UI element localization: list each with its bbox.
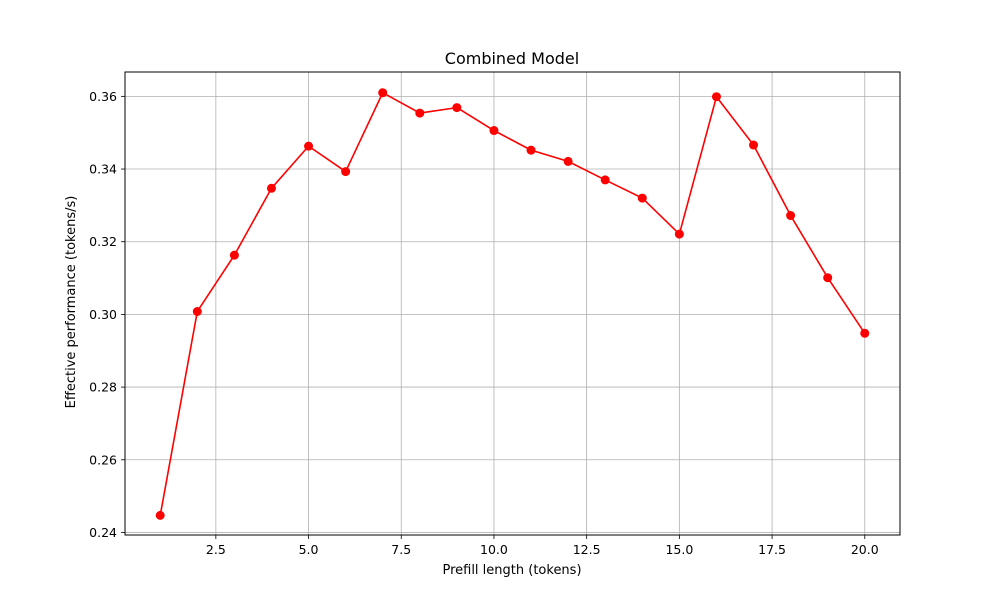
x-tick-label: 2.5 bbox=[206, 542, 226, 557]
x-tick-label: 10.0 bbox=[480, 542, 508, 557]
y-tick-label: 0.34 bbox=[89, 162, 117, 177]
x-tick-label: 17.5 bbox=[758, 542, 786, 557]
y-tick-label: 0.24 bbox=[89, 525, 117, 540]
axis-ticks: 2.5 5.0 7.5 10.0 12.5 15.0 17.5 20.0 0.24 0.26 0.2… bbox=[89, 89, 879, 557]
x-tick-label: 15.0 bbox=[665, 542, 693, 557]
data-point bbox=[341, 167, 351, 177]
series-line bbox=[159, 91, 866, 516]
plot-frame bbox=[124, 71, 901, 536]
data-point bbox=[563, 156, 573, 166]
x-tick-label: 5.0 bbox=[299, 542, 319, 557]
data-point bbox=[155, 510, 165, 520]
data-point bbox=[749, 140, 759, 150]
data-point bbox=[229, 250, 239, 260]
data-point bbox=[489, 126, 499, 136]
data-point bbox=[711, 92, 721, 102]
data-point bbox=[452, 103, 462, 113]
data-point bbox=[786, 211, 796, 221]
y-tick-label: 0.30 bbox=[89, 307, 117, 322]
x-axis-label: Prefill length (tokens) bbox=[442, 563, 581, 578]
data-point bbox=[600, 175, 610, 185]
data-point bbox=[304, 141, 314, 151]
x-tick-label: 7.5 bbox=[391, 542, 411, 557]
data-series bbox=[155, 88, 870, 520]
data-point bbox=[823, 273, 833, 283]
data-point bbox=[674, 229, 684, 239]
data-point bbox=[860, 328, 870, 338]
y-tick-label: 0.32 bbox=[89, 234, 117, 249]
data-point bbox=[526, 145, 536, 155]
chart-title: Combined Model bbox=[445, 49, 579, 68]
y-axis-label: Effective performance (tokens/s) bbox=[64, 196, 79, 409]
data-point bbox=[378, 88, 388, 98]
data-point bbox=[637, 193, 647, 203]
y-tick-label: 0.36 bbox=[89, 89, 117, 104]
x-tick-label: 12.5 bbox=[573, 542, 601, 557]
data-point bbox=[266, 183, 276, 193]
y-tick-label: 0.28 bbox=[89, 380, 117, 395]
y-tick-label: 0.26 bbox=[89, 452, 117, 467]
data-point bbox=[415, 108, 425, 118]
data-point bbox=[192, 306, 202, 316]
x-tick-label: 20.0 bbox=[851, 542, 879, 557]
grid-lines bbox=[125, 72, 900, 535]
